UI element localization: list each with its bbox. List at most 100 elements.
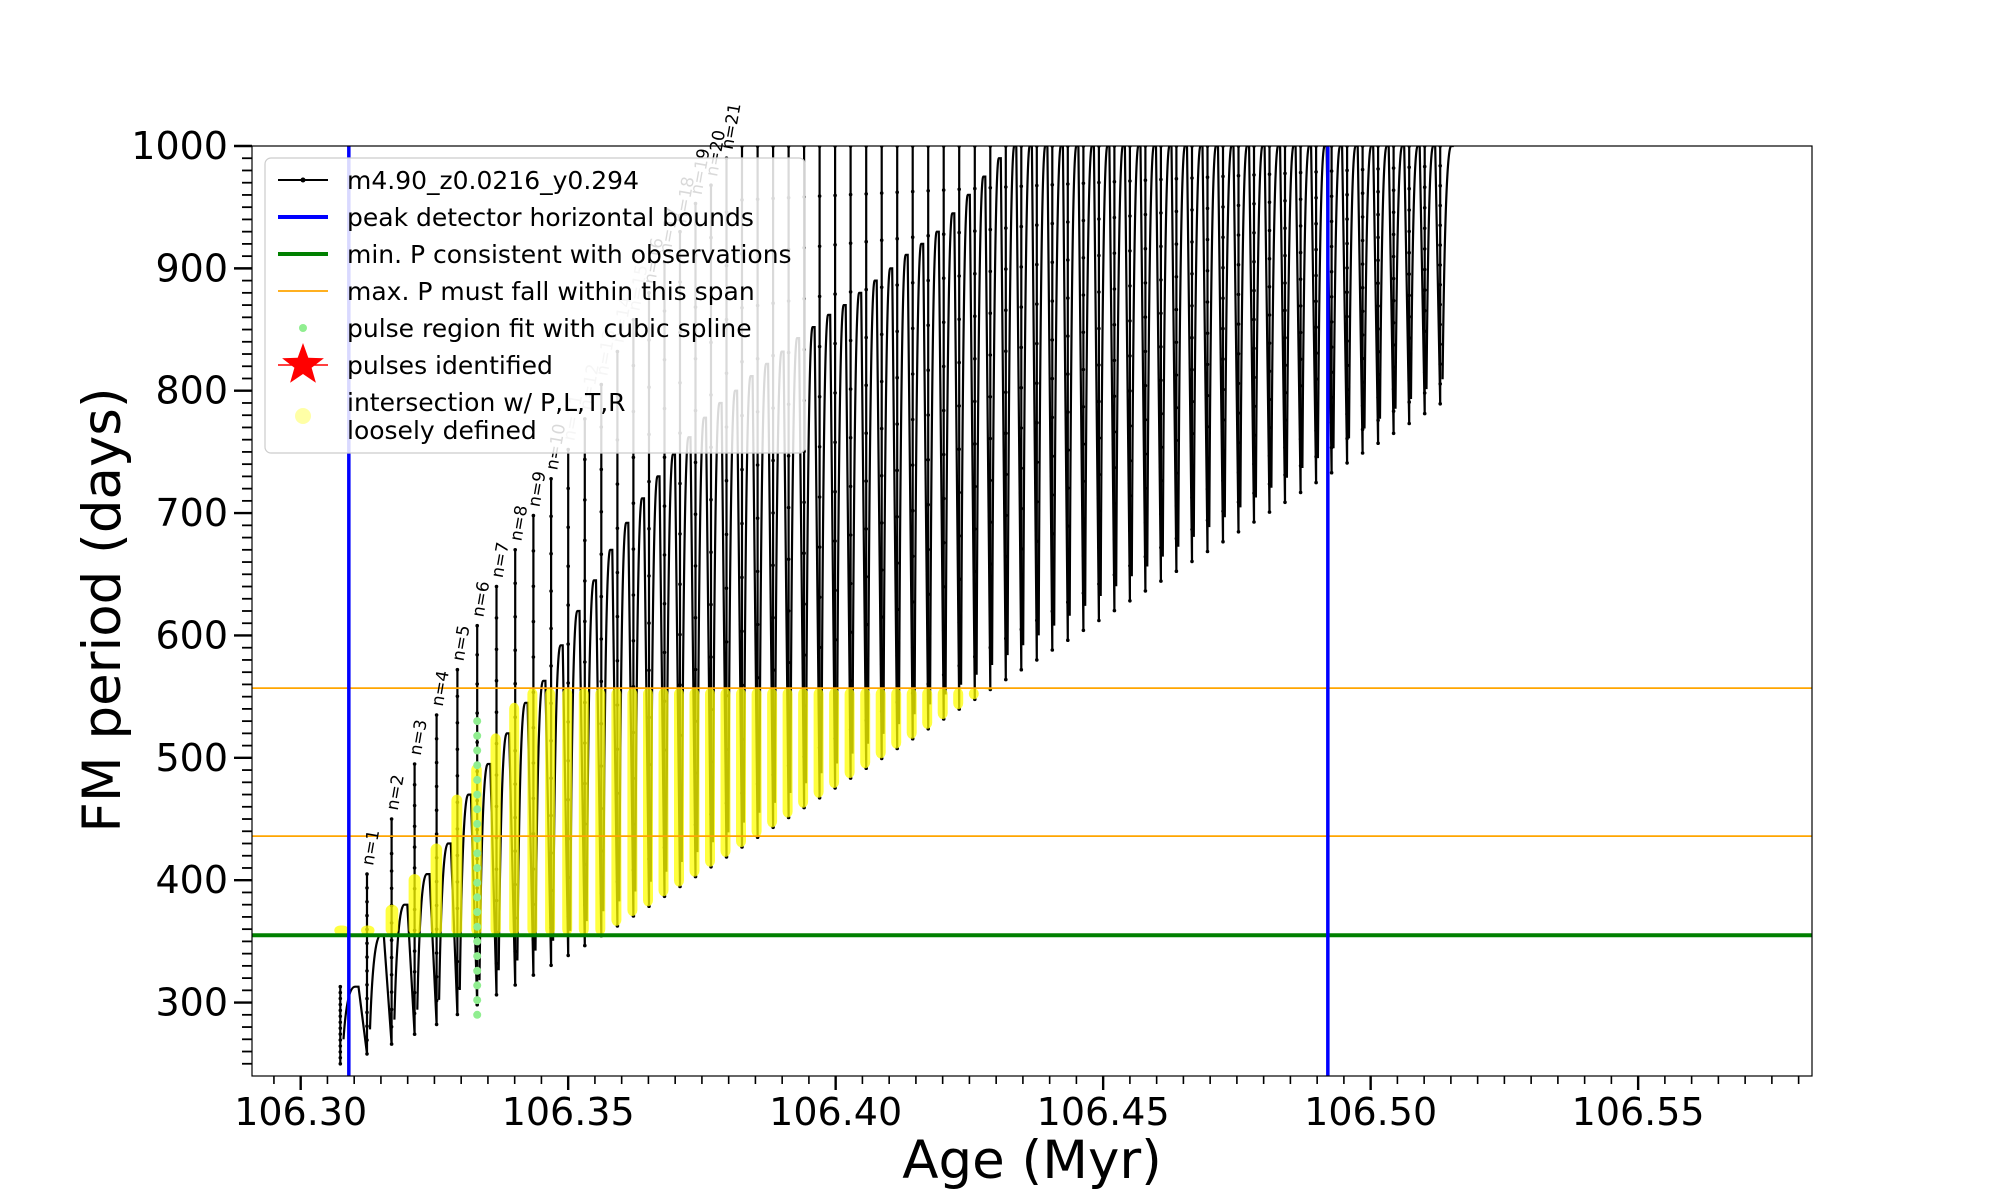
intersection-region: [627, 688, 638, 916]
track-point: [1143, 178, 1148, 182]
track-point: [1283, 473, 1287, 477]
track-point: [1236, 411, 1241, 415]
track-point: [338, 1020, 343, 1025]
track-point: [434, 998, 439, 1003]
track-point: [1097, 363, 1101, 367]
track-point: [1190, 463, 1194, 468]
track-point: [1252, 173, 1256, 177]
track-point: [740, 683, 744, 688]
track-point: [1128, 599, 1132, 603]
spline-point: [473, 717, 482, 726]
track-point: [1097, 253, 1101, 258]
track-point: [1298, 304, 1303, 308]
track-point: [895, 654, 899, 658]
track-point: [1190, 367, 1194, 372]
track-point: [1391, 254, 1396, 259]
track-point: [1360, 191, 1365, 195]
track-point: [926, 502, 930, 507]
track-point: [647, 668, 651, 673]
y-tick-label: 500: [155, 736, 228, 780]
track-point: [365, 900, 369, 904]
track-point: [1252, 202, 1256, 206]
track-point: [1283, 253, 1287, 258]
track-point: [988, 645, 993, 650]
track-point: [941, 540, 946, 545]
track-point: [1066, 638, 1070, 642]
track-point: [926, 189, 930, 193]
track-point: [566, 603, 570, 607]
track-point: [786, 454, 791, 458]
track-point: [338, 984, 343, 989]
track-point: [957, 447, 961, 452]
track-point: [1360, 238, 1365, 243]
legend-label: loosely defined: [347, 416, 537, 445]
track-point: [434, 713, 439, 717]
track-point: [1221, 448, 1225, 453]
y-axis: 300 400 500 600 700 800 900 1000: [131, 124, 252, 1065]
track-point: [1252, 346, 1256, 351]
track-point: [494, 993, 499, 997]
track-point: [848, 484, 853, 489]
track-point: [1345, 363, 1349, 368]
track-point: [1329, 244, 1334, 249]
track-point: [724, 478, 729, 483]
y-tick-label: 300: [155, 981, 228, 1025]
track-point: [513, 949, 517, 954]
track-point: [1050, 648, 1055, 652]
spline-point: [473, 849, 482, 858]
track-point: [631, 501, 636, 506]
track-point: [1128, 459, 1132, 463]
track-point: [1128, 564, 1132, 568]
track-point: [833, 588, 837, 593]
track-point: [1252, 288, 1256, 293]
track-point: [1066, 220, 1070, 224]
track-point: [1221, 235, 1225, 240]
track-point: [1112, 537, 1117, 541]
track-point: [1345, 436, 1349, 441]
track-point: [895, 468, 899, 473]
track-point: [1283, 418, 1287, 422]
track-point: [412, 866, 417, 870]
track-point: [973, 569, 977, 574]
track-point: [365, 913, 369, 918]
track-point: [724, 640, 729, 644]
y-tick-label: 900: [155, 246, 228, 290]
track-point: [693, 512, 698, 516]
track-point: [848, 387, 853, 391]
legend-label: max. P must fall within this span: [347, 277, 755, 306]
track-point: [973, 271, 977, 276]
track-point: [513, 983, 517, 987]
track-point: [848, 435, 853, 440]
track-point: [549, 963, 553, 968]
track-point: [1221, 539, 1225, 544]
legend-entry-track: m4.90_z0.0216_y0.294: [278, 166, 639, 195]
intersection-region: [813, 688, 824, 798]
track-point: [988, 562, 993, 566]
track-point: [389, 955, 394, 960]
track-point: [1391, 321, 1396, 325]
track-point: [1283, 199, 1287, 203]
track-point: [1422, 391, 1427, 395]
track-point: [566, 681, 570, 685]
track-point: [1314, 429, 1318, 433]
track-point: [1097, 399, 1101, 404]
spline-point: [473, 775, 482, 784]
track-point: [957, 230, 961, 235]
track-point: [879, 332, 884, 337]
track-point: [389, 990, 394, 994]
track-point: [1190, 304, 1194, 308]
intersection-region: [844, 688, 855, 779]
track-point: [1391, 166, 1396, 170]
track-point: [1422, 226, 1427, 231]
track-point: [1329, 295, 1334, 299]
track-point: [957, 534, 961, 538]
track-point: [1360, 309, 1365, 314]
track-point: [1376, 212, 1380, 217]
track-point: [1267, 256, 1272, 261]
track-point: [1081, 293, 1086, 297]
track-point: [724, 532, 729, 537]
track-point: [434, 760, 439, 765]
track-point: [1438, 263, 1442, 267]
track-point: [926, 547, 930, 552]
track-point: [1345, 168, 1349, 173]
